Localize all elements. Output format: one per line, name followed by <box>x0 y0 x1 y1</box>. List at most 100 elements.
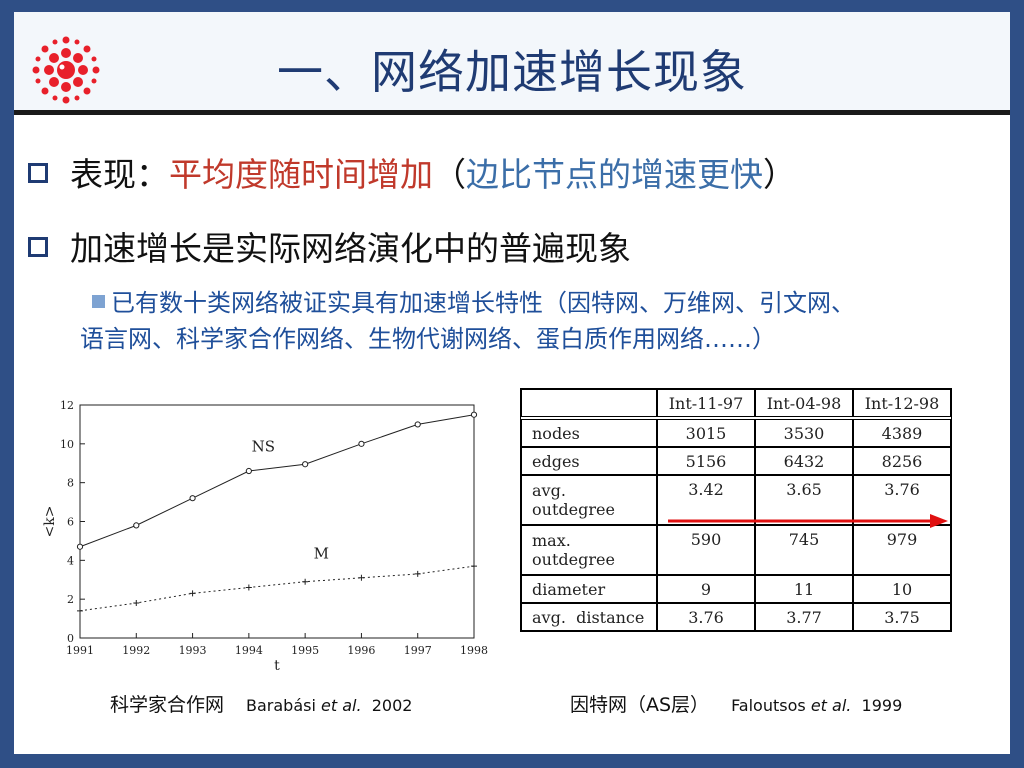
series-line-m <box>79 565 475 612</box>
caption-left-author: Barabási <box>246 696 316 715</box>
data-point <box>470 411 478 418</box>
data-point <box>189 590 196 597</box>
logo-icon <box>32 36 100 104</box>
y-tick-label: 10 <box>60 438 74 451</box>
caption-left: 科学家合作网 Barabási et al. 2002 <box>110 690 412 717</box>
internet-stats-table: Int-11-97 Int-04-98 Int-12-98 nodes 3015… <box>520 388 952 632</box>
data-point <box>189 495 196 502</box>
bullet-1: 表现：平均度随时间增加（边比节点的增速更快） <box>28 148 796 196</box>
trend-arrow-icon <box>668 514 948 528</box>
x-axis-label: t <box>274 658 280 674</box>
table-cell: 6432 <box>755 447 853 475</box>
table-row: nodes 3015 3530 4389 <box>521 419 951 447</box>
x-tick-label: 1997 <box>404 644 432 657</box>
table-row-label: diameter <box>521 575 657 603</box>
table-header-cell: Int-04-98 <box>755 389 853 417</box>
x-tick-label: 1991 <box>66 644 94 657</box>
x-tick-label: 1992 <box>122 644 150 657</box>
table-cell: 590 <box>657 525 755 575</box>
x-tick-label: 1994 <box>235 644 263 657</box>
y-tick-label: 0 <box>67 632 74 645</box>
table-header-cell: Int-11-97 <box>657 389 755 417</box>
table-row-label: max. outdegree <box>521 525 657 575</box>
bullet-1-highlight-red: 平均度随时间增加 <box>169 155 433 194</box>
table-cell: 3.75 <box>853 603 951 631</box>
caption-right: 因特网（AS层） Faloutsos et al. 1999 <box>570 690 902 717</box>
table-cell: 3.42 <box>657 475 755 525</box>
y-axis-label: <k> <box>42 506 58 538</box>
sub-bullet-line-1: 已有数十类网络被证实具有加速增长特性（因特网、万维网、引文网、 <box>92 285 992 321</box>
table-header-row: Int-11-97 Int-04-98 Int-12-98 <box>521 389 951 417</box>
table-cell: 10 <box>853 575 951 603</box>
sub-bullet: 已有数十类网络被证实具有加速增长特性（因特网、万维网、引文网、 语言网、科学家合… <box>80 285 992 357</box>
square-bullet-icon <box>28 162 48 183</box>
table-cell: 3530 <box>755 419 853 447</box>
table-cell: 3.65 <box>755 475 853 525</box>
data-point <box>302 578 309 585</box>
table-cell: 745 <box>755 525 853 575</box>
series-label-ns: NS <box>252 438 275 456</box>
sub-bullet-text-1: 已有数十类网络被证实具有加速增长特性（因特网、万维网、引文网、 <box>111 289 855 317</box>
table-row-label: avg. outdegree <box>521 475 657 525</box>
table-cell: 3.77 <box>755 603 853 631</box>
bullet-1-paren-open: （ <box>433 155 466 194</box>
table-cell: 9 <box>657 575 755 603</box>
table-cell: 3.76 <box>853 475 951 525</box>
x-tick-label: 1995 <box>291 644 319 657</box>
series-line-ns <box>79 414 475 548</box>
slide-title: 一、网络加速增长现象 <box>277 45 747 99</box>
table-cell: 4389 <box>853 419 951 447</box>
table-row: max. outdegree 590 745 979 <box>521 525 951 575</box>
y-tick-label: 6 <box>67 516 74 529</box>
series-label-m: M <box>314 544 329 562</box>
bullet-2: 加速增长是实际网络演化中的普遍现象 <box>28 222 631 270</box>
table-cell: 3.76 <box>657 603 755 631</box>
small-square-bullet-icon <box>92 294 105 308</box>
y-tick-label: 12 <box>60 399 74 412</box>
table-row-label-line2: outdegree <box>532 550 615 569</box>
caption-right-year: 1999 <box>861 696 903 715</box>
caption-left-text: 科学家合作网 <box>110 694 225 716</box>
caption-right-etal: et al. <box>810 696 852 715</box>
data-point <box>77 607 83 614</box>
caption-right-text: 因特网（AS层） <box>570 694 710 716</box>
data-point <box>302 461 309 468</box>
data-point <box>76 543 84 550</box>
table-cell: 979 <box>853 525 951 575</box>
table-corner-cell <box>521 389 657 417</box>
y-tick-label: 4 <box>67 554 74 567</box>
x-tick-label: 1996 <box>347 644 375 657</box>
bullet-1-highlight-blue: 边比节点的增速更快 <box>466 155 763 194</box>
data-point <box>245 584 252 591</box>
square-bullet-icon <box>28 236 48 257</box>
y-tick-label: 8 <box>67 477 74 490</box>
caption-left-etal: et al. <box>321 696 362 715</box>
data-point <box>133 522 140 529</box>
table-row-label-line2: outdegree <box>532 500 615 519</box>
table-row-label: nodes <box>521 419 657 447</box>
table-row-label-line1: max. <box>532 531 571 550</box>
table-cell: 8256 <box>853 447 951 475</box>
title-divider <box>14 110 1010 115</box>
table-cell: 3015 <box>657 419 755 447</box>
data-point <box>133 600 140 607</box>
table-row-label: avg. distance <box>521 603 657 631</box>
sub-bullet-line-2: 语言网、科学家合作网络、生物代谢网络、蛋白质作用网络……） <box>80 325 776 353</box>
slide: 一、网络加速增长现象 <box>14 12 1010 754</box>
bullet-2-text: 加速增长是实际网络演化中的普遍现象 <box>70 229 631 268</box>
table-row-label: edges <box>521 447 657 475</box>
bullet-1-paren-close: ） <box>763 155 796 194</box>
x-tick-label: 1998 <box>460 644 488 657</box>
bullet-1-prefix: 表现： <box>70 155 169 194</box>
table-row: avg. outdegree 3.42 3.65 3.76 <box>521 475 951 525</box>
data-point <box>414 570 421 577</box>
data-point <box>358 574 365 581</box>
table-cell: 11 <box>755 575 853 603</box>
average-degree-chart: 0 2 4 6 8 10 12 1991 1992 1993 1994 1995 1996 1997 199… <box>42 399 488 674</box>
table-header-cell: Int-12-98 <box>853 389 951 417</box>
y-tick-label: 2 <box>67 593 74 606</box>
data-point <box>245 467 252 475</box>
caption-left-year: 2002 <box>371 696 413 715</box>
data-point <box>358 440 365 447</box>
table-row-label-line1: avg. <box>532 481 566 500</box>
